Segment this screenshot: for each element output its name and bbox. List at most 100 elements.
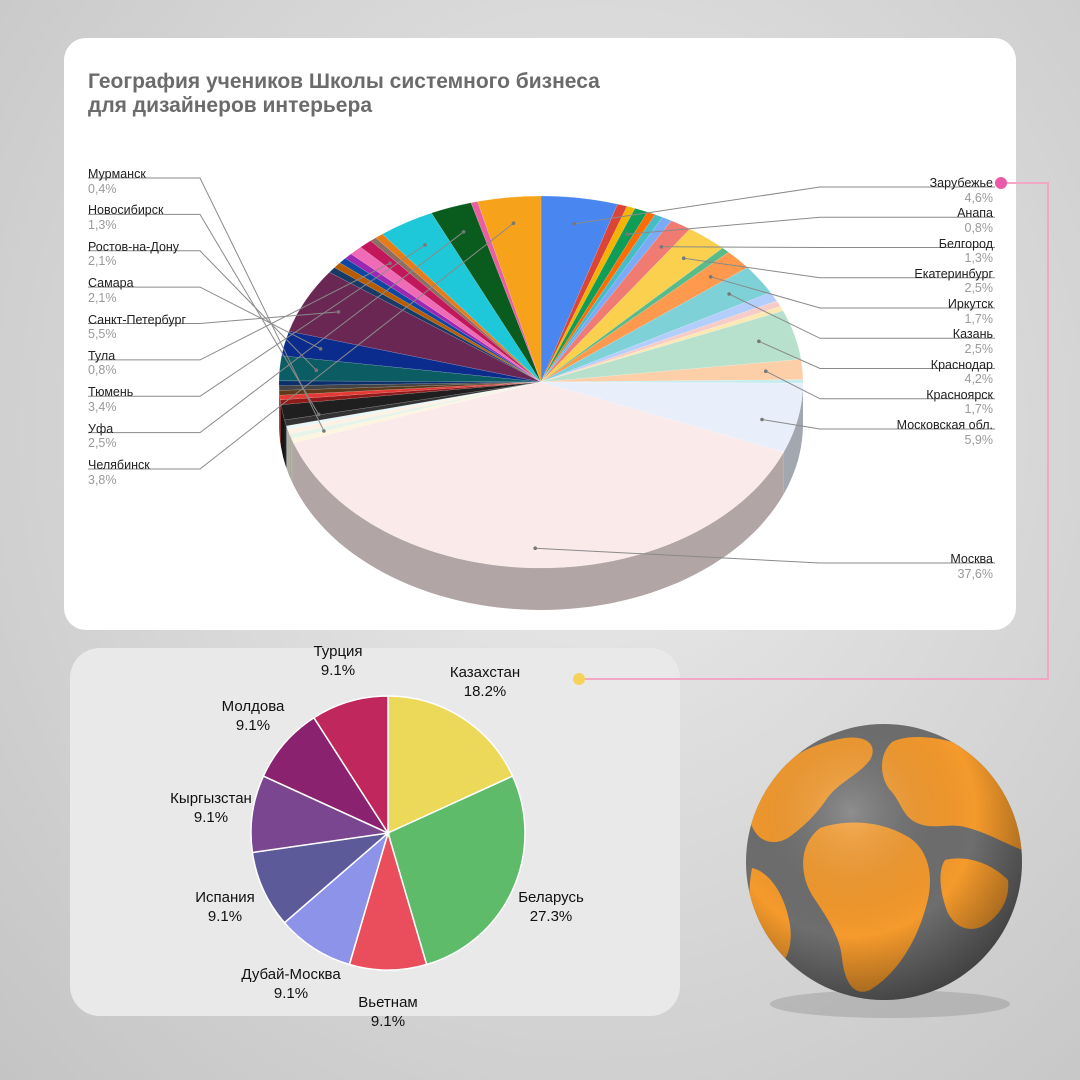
pie-label-name: Уфа (88, 421, 114, 436)
foreign-slice-Турция (312, 695, 389, 836)
connector-dot-pink (995, 177, 1007, 189)
foreign-label-name: Беларусь (518, 889, 584, 906)
pie-slice-segment-6 (540, 217, 672, 383)
pie-label-name: Казань (952, 327, 993, 342)
leader-dot (681, 256, 686, 261)
leader-dot (511, 221, 516, 225)
foreign-label-percent: 9.1% (370, 1013, 406, 1030)
pie-label-name: Иркутск (947, 297, 993, 311)
pie-slice-segment-5 (540, 214, 663, 383)
globe-illustration (746, 724, 1022, 1018)
leader-dot (388, 261, 392, 266)
pie-slice-segment-28 (279, 381, 542, 396)
pie-slice-segment-35 (334, 262, 542, 383)
pie-slice-segment-37 (344, 253, 542, 383)
pie-side-Московская обл. (783, 383, 803, 495)
pie-side-segment-24 (284, 420, 287, 468)
leader-line (88, 231, 464, 434)
foreign-label-name: Кыргызстан (170, 790, 252, 807)
pie-slice-segment-40 (370, 237, 542, 383)
foreign-label-Дубай-Москва: Дубай-Москва 9.1% (241, 965, 340, 1003)
pie-label-Новосибирск: Новосибирск 1,3% (88, 203, 163, 232)
leader-line (661, 246, 995, 248)
foreign-label-Испания: Испания 9.1% (195, 888, 255, 926)
foreign-label-name: Вьетнам (358, 994, 418, 1011)
pie-slice-segment-12 (540, 292, 778, 383)
pie-slice-Челябинск (477, 195, 542, 383)
pie-slice-segment-2 (540, 206, 636, 383)
pie-label-name: Самара (88, 276, 134, 291)
leader-dot (572, 222, 576, 226)
pie-slice-Москва (293, 381, 785, 569)
pie-side-segment-20 (291, 438, 294, 486)
foreign-slice-Вьетнам (348, 830, 428, 971)
leader-dot (461, 230, 466, 234)
leader-dot (708, 275, 713, 279)
connector-dot-yellow (573, 673, 585, 685)
pie-label-name: Зарубежье (929, 176, 993, 190)
pie-slice-segment-17 (540, 379, 804, 384)
pie-slice-Тюмень (381, 212, 542, 383)
leader-dot (314, 368, 319, 373)
pie-label-Екатеринбург: Екатеринбург 2,5% (914, 267, 993, 296)
pie-label-Мурманск: Мурманск 0,4% (88, 167, 146, 196)
pie-side-Новосибирск (281, 404, 285, 462)
pie-label-name: Новосибирск (88, 203, 164, 218)
pie-label-Анапа: Анапа 0,8% (957, 206, 993, 235)
pie-side-segment-26 (280, 399, 281, 447)
leader-line (88, 222, 514, 470)
pie-label-percent: 5,5% (88, 327, 117, 341)
connector (573, 177, 1049, 685)
pie-label-name: Ростов-на-Дону (88, 239, 180, 254)
leader-line (535, 547, 995, 564)
foreign-pie (250, 695, 526, 971)
pie-slice-segment-34 (328, 267, 542, 383)
pie-label-Уфа: Уфа 2,5% (88, 422, 117, 451)
pie-label-Тюмень: Тюмень 3,4% (88, 385, 133, 414)
pie-slice-Мурманск (287, 381, 542, 435)
pie-slice-segment-24 (284, 381, 542, 427)
foreign-label-Казахстан: Казахстан 18.2% (450, 663, 520, 701)
pie-label-percent: 3,4% (88, 399, 117, 414)
leader-line (710, 276, 995, 309)
leader-line (88, 262, 391, 361)
title-line-1: География учеников Школы системного бизн… (88, 70, 600, 93)
pie-label-name: Челябинск (88, 458, 150, 472)
pie-label-Красноярск: Красноярск 1,7% (926, 388, 993, 417)
pie-slice-segment-14 (540, 306, 784, 383)
pie-label-percent: 1,3% (88, 217, 117, 232)
pie-label-name: Тула (88, 348, 116, 363)
pie-label-percent: 37,6% (957, 566, 993, 581)
pie-label-Самара: Самара 2,1% (88, 276, 134, 305)
pie-label-percent: 2,5% (964, 341, 994, 356)
pie-slice-segment-1 (540, 203, 628, 383)
pie-slice-segment-27 (279, 381, 542, 401)
leader-line (761, 419, 995, 430)
leader-line (765, 370, 995, 400)
pie-label-name: Тюмень (88, 385, 134, 400)
pie-slice-Зарубежье (540, 195, 618, 383)
leader-dot (625, 232, 629, 236)
pie-label-Санкт-Петербург: Санкт-Петербург 5,5% (88, 313, 186, 342)
pie-label-Московская обл.: Московская обл. 5,9% (897, 418, 993, 447)
pie-side-segment-27 (279, 395, 281, 442)
pie-label-Москва: Москва 37,6% (950, 552, 993, 581)
pie-side-segment-21 (289, 434, 292, 481)
leader-line (574, 186, 995, 225)
pie-label-percent: 4,2% (964, 372, 994, 386)
pie-label-name: Мурманск (88, 167, 146, 181)
pie-label-percent: 1,7% (964, 311, 994, 326)
foreign-slice-Испания (251, 831, 391, 924)
pie-slice-Московская обл. (540, 381, 804, 453)
leader-dot (659, 245, 664, 249)
foreign-label-Молдова: Молдова 9.1% (222, 697, 285, 735)
foreign-label-Турция: Турция 9.1% (313, 642, 362, 680)
pie-label-name: Екатеринбург (914, 266, 993, 281)
pie-label-Иркутск: Иркутск 1,7% (948, 297, 993, 326)
foreign-label-name: Молдова (221, 698, 285, 715)
leader-dot (336, 310, 341, 314)
leader-dot (316, 412, 321, 417)
pie-label-name: Санкт-Петербург (88, 312, 187, 327)
pie-label-percent: 0,8% (964, 220, 994, 235)
